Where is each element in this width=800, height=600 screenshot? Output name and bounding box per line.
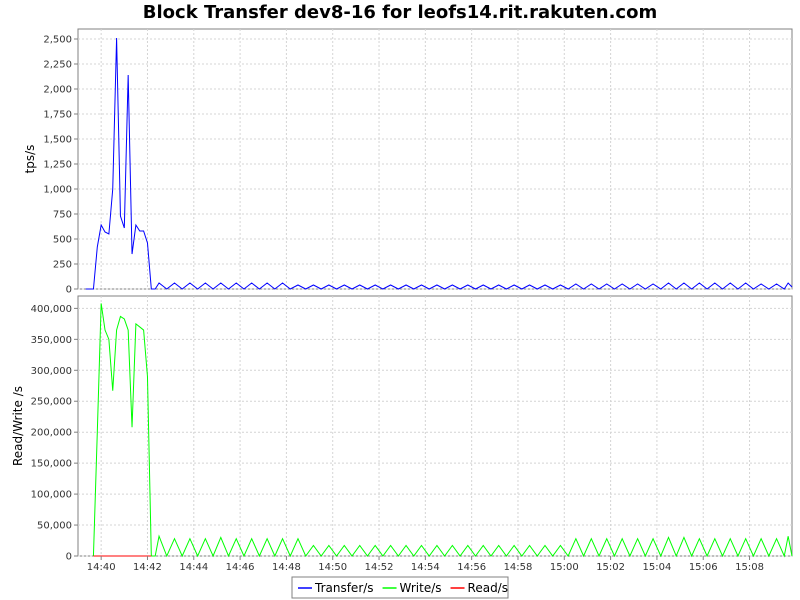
transfer-y-ticks: 0 250 500 750 1,000 1,250 1,500 1,750 2,000 2,250…: [43, 35, 78, 296]
y-tick-label: 100,000: [31, 490, 72, 501]
read-write-plot-area: [77, 295, 793, 557]
x-tick-label: 14:44: [179, 562, 208, 573]
chart-title: Block Transfer dev8-16 for leofs14.rit.r…: [143, 2, 657, 23]
x-tick-label: 14:58: [504, 562, 533, 573]
x-tick-label: 14:46: [226, 562, 255, 573]
legend: Transfer/s Write/s Read/s: [291, 576, 509, 599]
y-tick-label: 1,000: [43, 185, 72, 196]
transfer-series: [85, 37, 793, 290]
x-tick-label: 14:52: [365, 562, 394, 573]
y-tick-label: 500: [53, 235, 72, 246]
read-write-series: [92, 303, 793, 558]
x-tick-label: 15:08: [735, 562, 764, 573]
read-write-y-axis-label: Read/Write /s: [11, 386, 25, 466]
x-tick-label: 15:02: [596, 562, 625, 573]
read-write-grid: [78, 296, 792, 557]
legend-label: Transfer/s: [314, 581, 374, 595]
y-tick-label: 1,750: [43, 110, 72, 121]
x-tick-label: 14:42: [133, 562, 162, 573]
y-tick-label: 1,500: [43, 135, 72, 146]
x-axis-ticks: 14:40 14:42 14:44 14:46 14:48 14:50 14:52 14:54…: [87, 556, 764, 573]
series-write-s-line: [92, 303, 793, 558]
y-tick-label: 2,500: [43, 35, 72, 46]
y-tick-label: 200,000: [31, 428, 72, 439]
y-tick-label: 250: [53, 260, 72, 271]
y-tick-label: 350,000: [31, 335, 72, 346]
transfer-grid: [78, 29, 792, 290]
x-tick-label: 14:50: [318, 562, 347, 573]
x-tick-label: 15:00: [550, 562, 579, 573]
y-tick-label: 2,250: [43, 60, 72, 71]
legend-label: Write/s: [400, 581, 442, 595]
y-tick-label: 2,000: [43, 85, 72, 96]
x-tick-label: 14:56: [457, 562, 486, 573]
x-tick-label: 15:04: [643, 562, 672, 573]
y-tick-label: 0: [66, 285, 72, 296]
transfer-plot-area: [77, 28, 793, 290]
read-write-panel: 0 50,000 100,000 150,000 200,000 250,000 300,0…: [11, 295, 793, 563]
legend-frame: [291, 576, 509, 599]
y-tick-label: 300,000: [31, 366, 72, 377]
series-transfer-s-line: [85, 37, 793, 290]
transfer-y-axis-label: tps/s: [23, 145, 37, 174]
y-tick-label: 150,000: [31, 459, 72, 470]
legend-label: Read/s: [468, 581, 508, 595]
y-tick-label: 1,250: [43, 160, 72, 171]
x-tick-label: 14:48: [272, 562, 301, 573]
read-write-y-ticks: 0 50,000 100,000 150,000 200,000 250,000 300,0…: [31, 304, 78, 563]
y-tick-label: 50,000: [37, 521, 72, 532]
x-tick-label: 14:40: [87, 562, 116, 573]
y-tick-label: 0: [66, 552, 72, 563]
x-tick-label: 14:54: [411, 562, 440, 573]
x-tick-label: 15:06: [689, 562, 718, 573]
y-tick-label: 400,000: [31, 304, 72, 315]
y-tick-label: 250,000: [31, 397, 72, 408]
transfer-panel: 0 250 500 750 1,000 1,250 1,500 1,750 2,000 2,250…: [23, 28, 793, 296]
y-tick-label: 750: [53, 210, 72, 221]
